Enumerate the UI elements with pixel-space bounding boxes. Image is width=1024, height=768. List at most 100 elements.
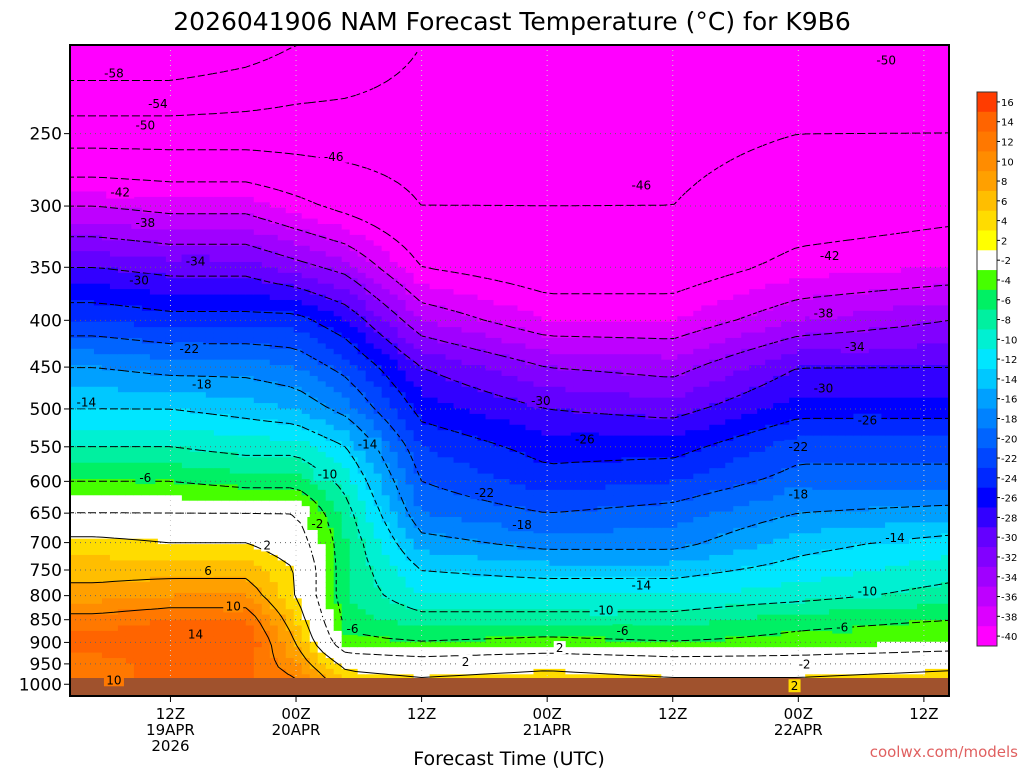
temperature-cell [285, 72, 295, 79]
temperature-cell [253, 419, 263, 426]
temperature-cell [189, 77, 199, 84]
temperature-cell [141, 522, 151, 529]
temperature-cell [341, 609, 351, 616]
temperature-cell [221, 245, 231, 252]
temperature-cell [349, 674, 359, 681]
temperature-cell [173, 316, 183, 323]
temperature-cell [189, 110, 199, 117]
temperature-cell [197, 126, 207, 133]
temperature-cell [205, 158, 215, 165]
temperature-cell [125, 370, 135, 377]
temperature-cell [77, 663, 87, 670]
temperature-cell [181, 375, 191, 382]
temperature-cell [389, 647, 399, 654]
temperature-cell [309, 560, 319, 567]
temperature-cell [173, 392, 183, 399]
temperature-cell [237, 614, 247, 621]
temperature-cell [70, 495, 79, 502]
temperature-cell [157, 473, 167, 480]
temperature-cell [181, 489, 191, 496]
temperature-cell [349, 544, 359, 551]
temperature-cell [253, 538, 263, 545]
temperature-cell [149, 495, 159, 502]
temperature-cell [93, 641, 103, 648]
temperature-cell [77, 191, 87, 198]
temperature-cell [381, 218, 391, 225]
temperature-cell [261, 169, 271, 176]
temperature-cell [317, 598, 327, 605]
temperature-cell [253, 408, 263, 415]
temperature-cell [365, 207, 375, 214]
temperature-cell [205, 506, 215, 513]
temperature-cell [285, 224, 295, 231]
temperature-cell [189, 511, 199, 518]
temperature-cell [221, 565, 231, 572]
temperature-cell [205, 500, 215, 507]
temperature-cell [213, 652, 223, 659]
temperature-cell [213, 186, 223, 193]
temperature-cell [389, 435, 399, 442]
temperature-cell [357, 348, 367, 355]
temperature-cell [77, 375, 87, 382]
temperature-cell [133, 560, 143, 567]
temperature-cell [221, 202, 231, 209]
temperature-cell [261, 99, 271, 106]
temperature-cell [85, 234, 95, 241]
temperature-cell [213, 636, 223, 643]
temperature-cell [149, 158, 159, 165]
temperature-cell [173, 229, 183, 236]
temperature-cell [93, 310, 103, 317]
temperature-cell [237, 316, 247, 323]
temperature-cell [125, 674, 135, 681]
temperature-cell [285, 88, 295, 95]
temperature-cell [389, 560, 399, 567]
temperature-cell [293, 625, 303, 632]
temperature-cell [229, 55, 239, 62]
temperature-cell [221, 180, 231, 187]
temperature-cell [157, 88, 167, 95]
temperature-cell [173, 88, 183, 95]
temperature-cell [189, 462, 199, 469]
temperature-cell [325, 408, 335, 415]
temperature-cell [285, 120, 295, 127]
temperature-cell [381, 641, 391, 648]
temperature-cell [293, 419, 303, 426]
temperature-cell [373, 256, 383, 263]
temperature-cell [261, 158, 271, 165]
temperature-cell [237, 549, 247, 556]
temperature-cell [325, 343, 335, 350]
temperature-cell [349, 533, 359, 540]
temperature-cell [245, 251, 255, 258]
temperature-cell [221, 316, 231, 323]
temperature-cell [197, 278, 207, 285]
temperature-cell [381, 370, 391, 377]
temperature-cell [229, 354, 239, 361]
temperature-cell [173, 620, 183, 627]
temperature-cell [117, 126, 127, 133]
temperature-cell [221, 61, 231, 68]
temperature-cell [341, 240, 351, 247]
temperature-cell [70, 587, 79, 594]
temperature-cell [141, 262, 151, 269]
temperature-cell [309, 549, 319, 556]
temperature-cell [205, 392, 215, 399]
temperature-cell [349, 554, 359, 561]
temperature-cell [125, 397, 135, 404]
temperature-cell [149, 441, 159, 448]
temperature-cell [309, 489, 319, 496]
temperature-cell [325, 354, 335, 361]
temperature-cell [373, 647, 383, 654]
temperature-cell [325, 397, 335, 404]
temperature-cell [205, 516, 215, 523]
temperature-cell [70, 148, 79, 155]
temperature-cell [333, 289, 343, 296]
temperature-cell [221, 370, 231, 377]
temperature-cell [293, 647, 303, 654]
temperature-cell [389, 343, 399, 350]
temperature-cell [101, 354, 111, 361]
temperature-cell [293, 359, 303, 366]
temperature-cell [221, 327, 231, 334]
temperature-cell [85, 451, 95, 458]
temperature-cell [301, 484, 311, 491]
temperature-cell [197, 413, 207, 420]
